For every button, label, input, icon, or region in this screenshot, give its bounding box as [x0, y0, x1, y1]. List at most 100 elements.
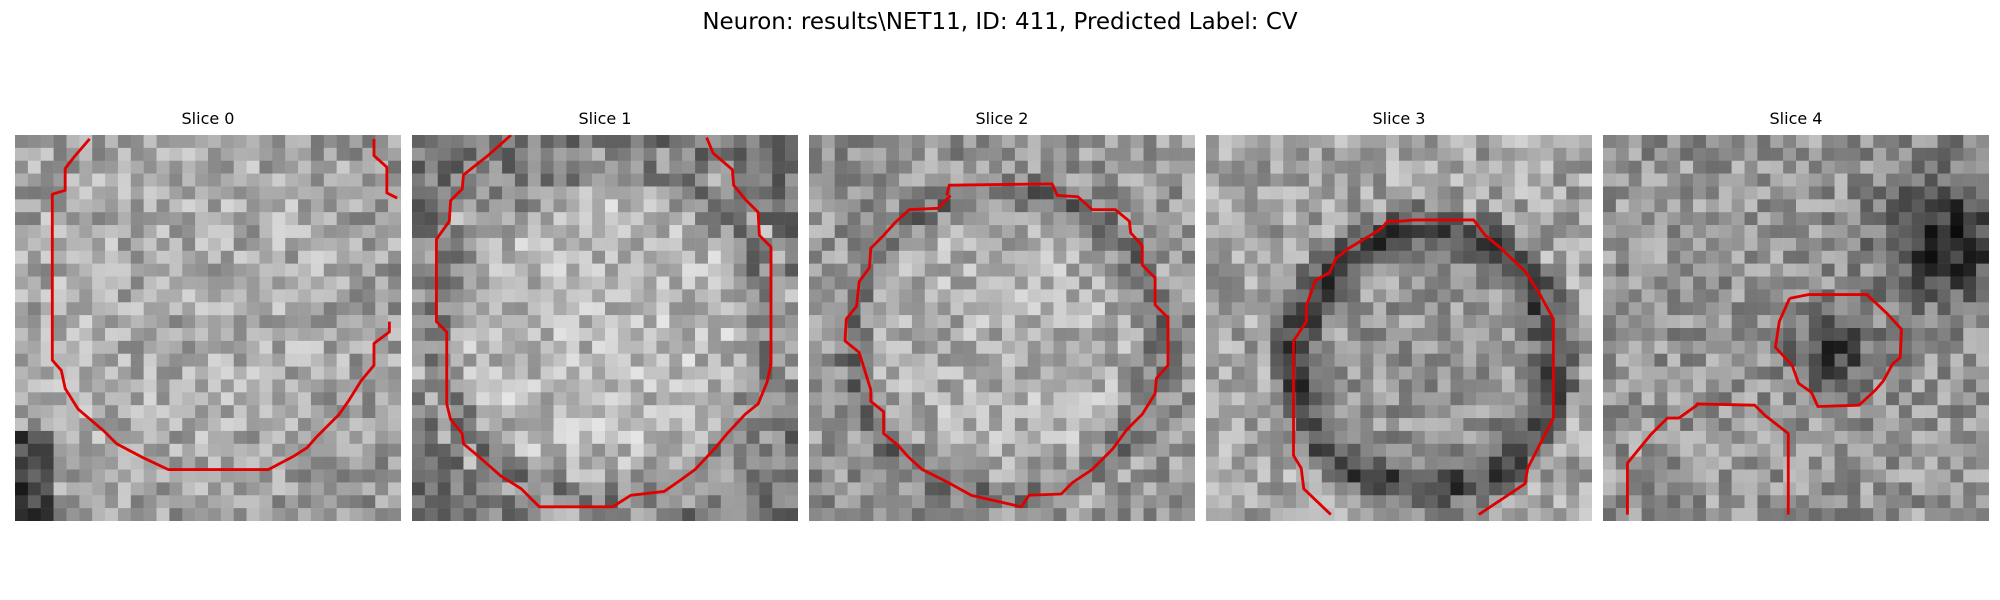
pixel-cell [1566, 418, 1580, 432]
pixel-cell [1169, 430, 1183, 445]
pixel-cell [1847, 405, 1861, 419]
pixel-cell [1156, 199, 1170, 213]
pixel-cell [1705, 418, 1720, 432]
pixel-cell [821, 173, 835, 187]
pixel-cell [1411, 302, 1425, 316]
pixel-cell [1476, 135, 1490, 149]
pixel-cell [1130, 495, 1144, 509]
pixel-cell [53, 328, 67, 342]
pixel-cell [130, 315, 144, 329]
pixel-cell [873, 443, 887, 457]
pixel-cell [1744, 418, 1758, 432]
pixel-cell [963, 160, 977, 174]
pixel-cell [605, 147, 619, 161]
pixel-cell [117, 353, 132, 367]
pixel-cell [924, 250, 938, 264]
pixel-cell [1950, 147, 1964, 161]
pixel-cell [1092, 508, 1106, 521]
pixel-cell [1360, 508, 1374, 521]
pixel-cell [182, 328, 196, 342]
pixel-cell [323, 469, 337, 483]
pixel-cell [1489, 186, 1503, 200]
pixel-cell [809, 212, 823, 226]
pixel-cell [937, 392, 951, 406]
pixel-cell [1489, 366, 1503, 380]
pixel-cell [746, 405, 760, 419]
pixel-cell [208, 508, 222, 521]
pixel-cell [1540, 135, 1554, 149]
pixel-cell [1386, 276, 1400, 290]
pixel-cell [1847, 418, 1861, 432]
pixel-cell [553, 392, 567, 406]
pixel-cell [1334, 340, 1348, 354]
pixel-cell [1040, 225, 1054, 239]
pixel-cell [233, 276, 247, 290]
pixel-cell [259, 482, 273, 496]
pixel-cell [1731, 289, 1745, 303]
pixel-cell [1796, 250, 1810, 264]
pixel-cell [1783, 353, 1797, 367]
pixel-cell [79, 263, 93, 277]
pixel-grid [1603, 135, 1989, 521]
pixel-cell [1373, 508, 1387, 521]
pixel-cell [1950, 199, 1964, 213]
pixel-cell [733, 173, 747, 187]
pixel-cell [1014, 469, 1028, 483]
pixel-cell [540, 430, 554, 445]
pixel-cell [1411, 353, 1425, 367]
pixel-cell [502, 186, 516, 200]
pixel-cell [1731, 508, 1745, 521]
pixel-cell [1334, 508, 1348, 521]
pixel-cell [1731, 456, 1745, 470]
pixel-cell [1579, 392, 1592, 406]
pixel-cell [1360, 276, 1374, 290]
pixel-cell [1566, 135, 1580, 149]
pixel-cell [656, 212, 670, 226]
pixel-cell [310, 173, 325, 187]
pixel-cell [963, 135, 977, 149]
pixel-cell [463, 147, 477, 161]
pixel-cell [566, 160, 580, 174]
pixel-cell [285, 353, 299, 367]
pixel-cell [1476, 392, 1490, 406]
pixel-cell [643, 212, 657, 226]
pixel-cell [1705, 469, 1720, 483]
pixel-cell [1360, 147, 1374, 161]
pixel-cell [695, 353, 709, 367]
pixel-cell [514, 430, 529, 445]
pixel-cell [1182, 237, 1195, 252]
pixel-cell [424, 199, 438, 213]
pixel-cell [1218, 495, 1232, 509]
pixel-cell [1347, 225, 1361, 239]
pixel-cell [1911, 160, 1925, 174]
pixel-cell [259, 353, 273, 367]
pixel-cell [1169, 366, 1183, 380]
pixel-cell [1373, 237, 1387, 252]
pixel-cell [1501, 366, 1516, 380]
pixel-cell [1027, 456, 1041, 470]
pixel-cell [656, 237, 670, 252]
pixel-cell [53, 443, 67, 457]
pixel-cell [1667, 482, 1681, 496]
pixel-cell [720, 405, 734, 419]
pixel-cell [388, 147, 401, 161]
pixel-cell [592, 263, 606, 277]
pixel-cell [195, 366, 209, 380]
pixel-cell [1218, 328, 1232, 342]
pixel-cell [79, 392, 93, 406]
pixel-cell [1834, 147, 1848, 161]
pixel-cell [579, 186, 593, 200]
pixel-cell [1283, 160, 1297, 174]
pixel-cell [412, 147, 426, 161]
pixel-cell [1566, 392, 1580, 406]
pixel-cell [1924, 405, 1938, 419]
pixel-cell [1770, 379, 1784, 393]
pixel-cell [1079, 237, 1093, 252]
pixel-cell [1002, 508, 1016, 521]
pixel-cell [66, 353, 80, 367]
pixel-cell [450, 469, 464, 483]
pixel-cell [1040, 237, 1054, 252]
pixel-cell [92, 147, 106, 161]
pixel-cell [1628, 173, 1642, 187]
pixel-cell [1744, 508, 1758, 521]
